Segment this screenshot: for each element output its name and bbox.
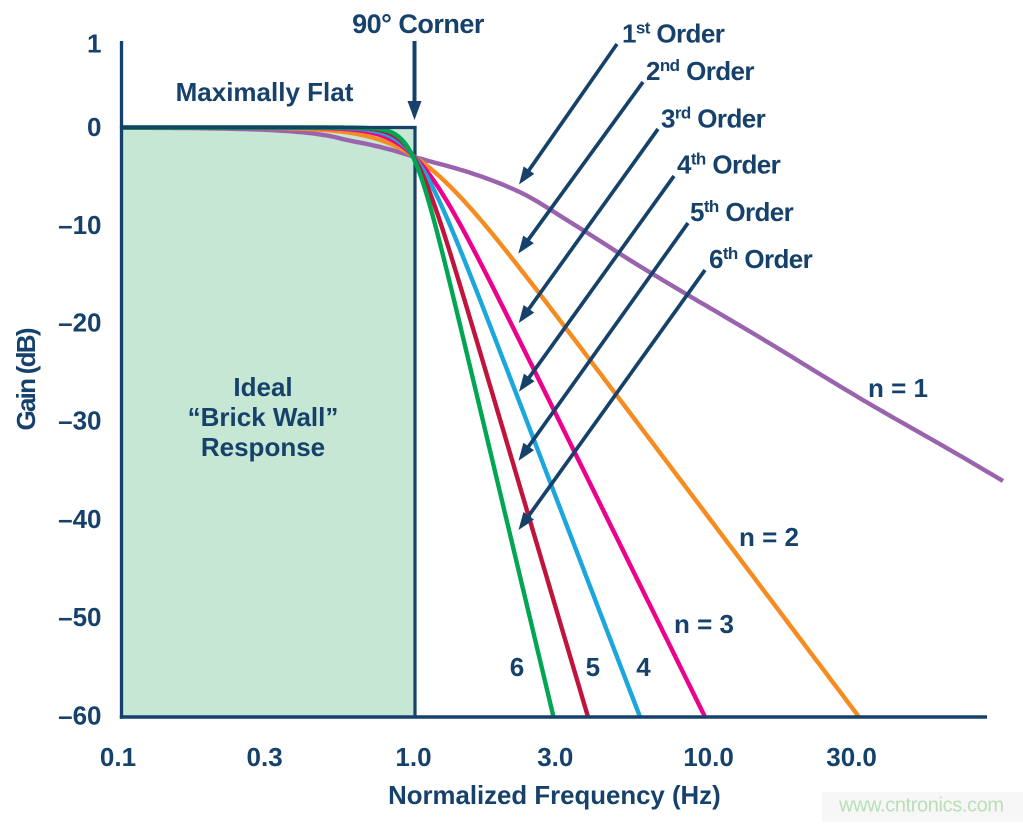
svg-text:4th Order: 4th Order	[677, 150, 781, 180]
svg-text:–40: –40	[58, 504, 101, 534]
svg-text:90° Corner: 90° Corner	[352, 9, 485, 39]
svg-text:n = 3: n = 3	[674, 609, 734, 639]
svg-text:–20: –20	[58, 308, 101, 338]
svg-text:Ideal: Ideal	[233, 372, 292, 402]
svg-text:4: 4	[636, 652, 651, 682]
svg-text:3.0: 3.0	[537, 742, 573, 772]
svg-text:0.1: 0.1	[100, 742, 136, 772]
svg-text:1.0: 1.0	[395, 742, 431, 772]
svg-text:Response: Response	[201, 432, 325, 462]
svg-text:–10: –10	[58, 210, 101, 240]
svg-text:–60: –60	[58, 701, 101, 731]
svg-text:n = 1: n = 1	[868, 373, 928, 403]
svg-text:2nd Order: 2nd Order	[646, 56, 754, 86]
svg-text:5: 5	[586, 652, 600, 682]
svg-text:–50: –50	[58, 602, 101, 632]
svg-text:n = 2: n = 2	[739, 522, 799, 552]
svg-text:30.0: 30.0	[826, 742, 877, 772]
svg-text:10.0: 10.0	[683, 742, 734, 772]
svg-text:1st Order: 1st Order	[622, 18, 725, 48]
svg-text:6: 6	[510, 652, 524, 682]
svg-text:0: 0	[87, 112, 101, 142]
svg-text:–30: –30	[58, 406, 101, 436]
svg-text:Gain (dB): Gain (dB)	[11, 328, 41, 431]
svg-text:Normalized Frequency (Hz): Normalized Frequency (Hz)	[388, 782, 721, 810]
svg-text:1: 1	[87, 29, 101, 59]
svg-text:www.cntronics.com: www.cntronics.com	[838, 795, 1004, 817]
svg-text:Maximally Flat: Maximally Flat	[176, 77, 354, 107]
svg-text:5th Order: 5th Order	[690, 197, 794, 227]
svg-text:0.3: 0.3	[247, 742, 283, 772]
svg-text:“Brick Wall”: “Brick Wall”	[188, 402, 339, 432]
